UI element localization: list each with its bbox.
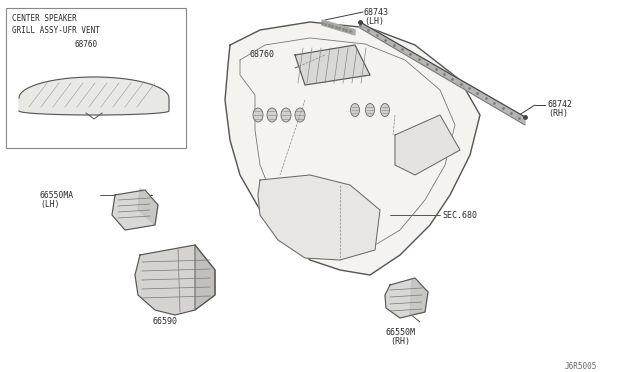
Text: 68760: 68760 bbox=[74, 40, 97, 49]
Polygon shape bbox=[322, 20, 324, 26]
Polygon shape bbox=[385, 278, 428, 318]
Ellipse shape bbox=[281, 108, 291, 122]
Ellipse shape bbox=[253, 108, 263, 122]
Text: (RH): (RH) bbox=[548, 109, 568, 118]
Polygon shape bbox=[295, 45, 370, 85]
Polygon shape bbox=[225, 22, 480, 275]
Bar bbox=[6, 8, 186, 148]
Polygon shape bbox=[135, 245, 215, 315]
Polygon shape bbox=[395, 115, 460, 175]
Polygon shape bbox=[258, 175, 380, 260]
Polygon shape bbox=[343, 26, 344, 32]
Polygon shape bbox=[138, 188, 158, 225]
Ellipse shape bbox=[267, 108, 277, 122]
Text: (LH): (LH) bbox=[40, 200, 60, 209]
Polygon shape bbox=[360, 22, 525, 125]
Polygon shape bbox=[112, 190, 158, 230]
Text: J6R5005: J6R5005 bbox=[565, 362, 597, 371]
Polygon shape bbox=[410, 278, 428, 315]
Polygon shape bbox=[346, 27, 348, 33]
Text: 68742: 68742 bbox=[548, 100, 573, 109]
Ellipse shape bbox=[295, 108, 305, 122]
Polygon shape bbox=[341, 26, 343, 31]
Text: 68760: 68760 bbox=[250, 50, 275, 59]
Text: (LH): (LH) bbox=[364, 17, 384, 26]
Polygon shape bbox=[195, 245, 215, 310]
Text: SEC.680: SEC.680 bbox=[442, 211, 477, 220]
Polygon shape bbox=[19, 77, 169, 115]
Text: 66590: 66590 bbox=[152, 317, 177, 326]
Text: 68743: 68743 bbox=[364, 8, 389, 17]
Polygon shape bbox=[332, 23, 334, 29]
Ellipse shape bbox=[351, 103, 360, 116]
Text: GRILL ASSY-UFR VENT: GRILL ASSY-UFR VENT bbox=[12, 26, 100, 35]
Polygon shape bbox=[329, 22, 331, 28]
Polygon shape bbox=[327, 22, 329, 27]
Polygon shape bbox=[326, 21, 327, 26]
Polygon shape bbox=[351, 29, 353, 34]
Polygon shape bbox=[339, 25, 341, 31]
Polygon shape bbox=[344, 27, 346, 32]
Text: CENTER SPEAKER: CENTER SPEAKER bbox=[12, 14, 77, 23]
Text: 66550M: 66550M bbox=[385, 328, 415, 337]
Ellipse shape bbox=[381, 103, 390, 116]
Polygon shape bbox=[324, 20, 326, 26]
Polygon shape bbox=[348, 28, 350, 33]
Polygon shape bbox=[334, 24, 336, 29]
Polygon shape bbox=[331, 23, 332, 28]
Text: (RH): (RH) bbox=[390, 337, 410, 346]
Polygon shape bbox=[338, 25, 339, 30]
Polygon shape bbox=[353, 29, 355, 35]
Text: 66550MA: 66550MA bbox=[40, 191, 74, 200]
Polygon shape bbox=[350, 28, 351, 34]
Ellipse shape bbox=[365, 103, 374, 116]
Polygon shape bbox=[336, 24, 338, 30]
